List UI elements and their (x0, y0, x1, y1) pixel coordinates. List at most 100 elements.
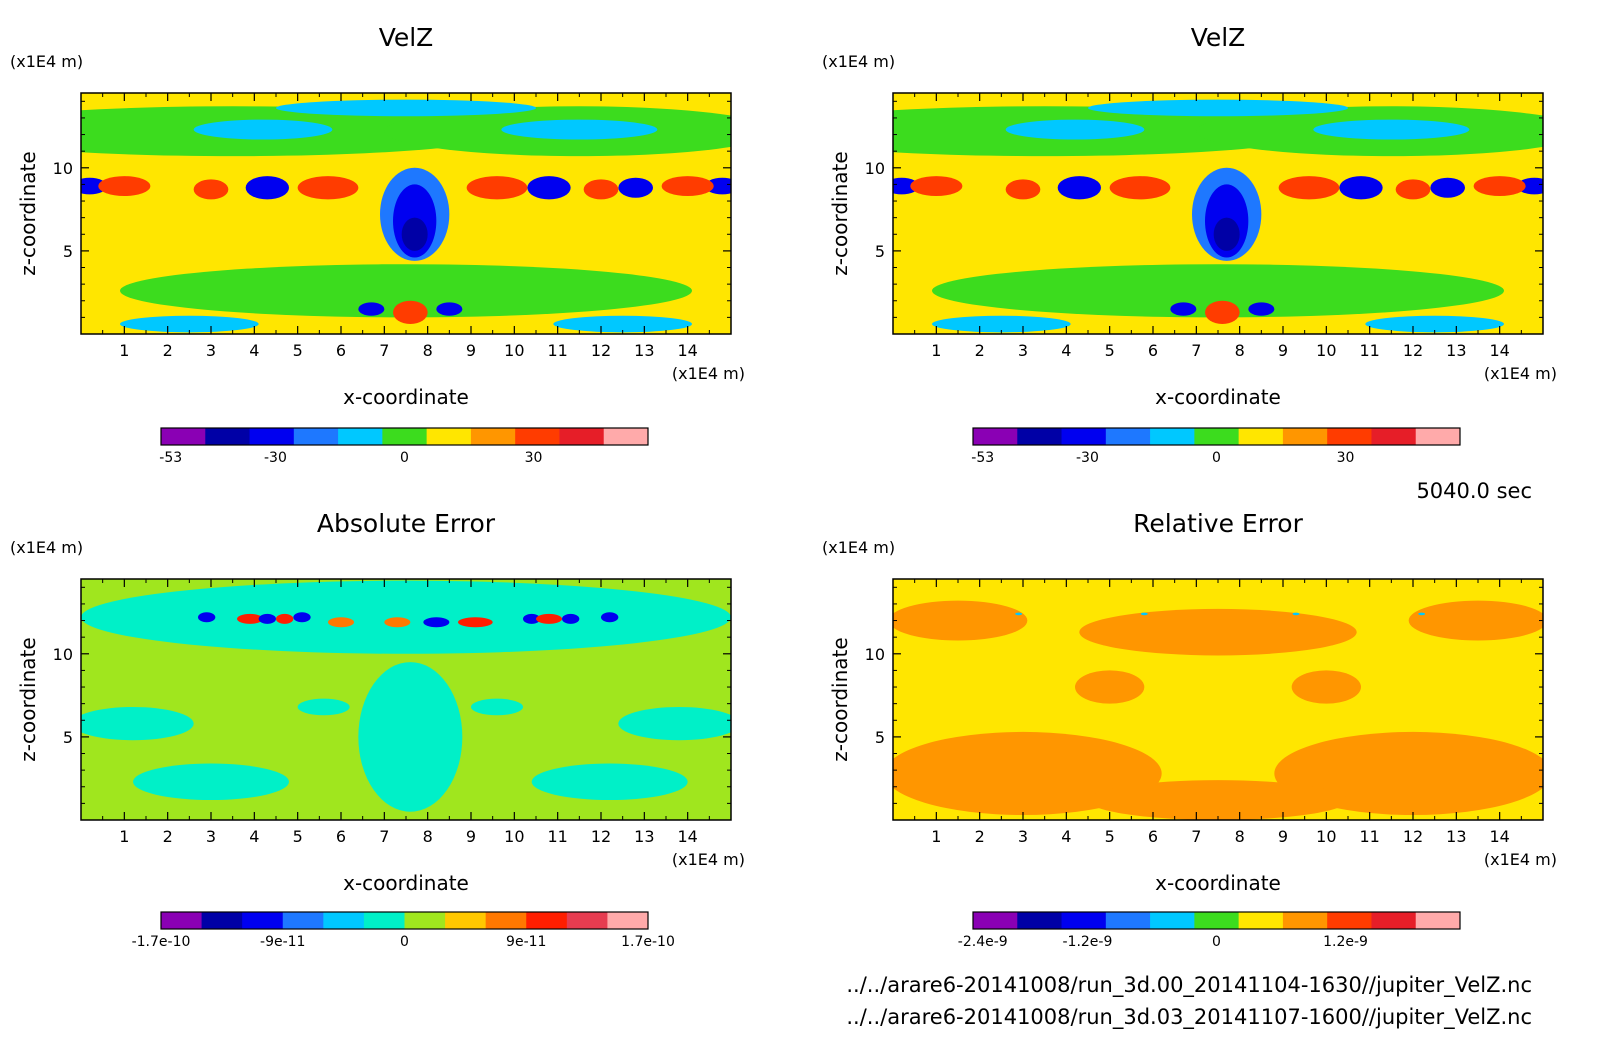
field-contour (120, 264, 692, 318)
x-tick-label: 7 (379, 827, 389, 846)
field-contour (1075, 670, 1145, 704)
field-contour (98, 176, 151, 197)
field-contour (1170, 302, 1197, 316)
colorbar-swatch (404, 912, 446, 929)
colorbar-tick-label: -2.4e-9 (958, 934, 1008, 950)
field-contour (893, 177, 919, 195)
colorbar-swatch (249, 428, 295, 445)
x-tick-label: 3 (206, 341, 216, 360)
y-axis-label: z-coordinate (828, 637, 852, 761)
colorbar-tick-label: -53 (971, 450, 994, 466)
field-contour (932, 264, 1504, 318)
x-tick-label: 14 (677, 341, 697, 360)
x-tick-label: 10 (504, 341, 524, 360)
x-tick-label: 9 (466, 341, 476, 360)
field-contour (358, 302, 385, 316)
field-contour (1088, 99, 1348, 117)
panel-title: VelZ (379, 23, 434, 52)
field-contour (932, 315, 1071, 333)
field-contour (1278, 176, 1340, 200)
colorbar-swatch (1061, 428, 1107, 445)
x-tick-label: 14 (1489, 827, 1509, 846)
x-tick-label: 13 (1446, 827, 1466, 846)
field-contour (81, 177, 107, 195)
colorbar-swatch (205, 428, 251, 445)
colorbar-swatch (242, 912, 284, 929)
colorbar-swatch (201, 912, 243, 929)
x-tick-label: 6 (336, 827, 346, 846)
x-tick-label: 2 (163, 827, 173, 846)
x-tick-label: 5 (293, 341, 303, 360)
footer-line-1: ../../arare6-20141008/run_3d.00_20141104… (846, 973, 1532, 998)
x-tick-label: 8 (1235, 341, 1245, 360)
field-contour (237, 613, 263, 624)
colorbar-tick-label: -1.7e-10 (132, 934, 191, 950)
x-tick-label: 5 (1105, 341, 1115, 360)
colorbar-swatch (559, 428, 605, 445)
y-tick-label: 5 (63, 728, 73, 747)
field-contour (1339, 176, 1383, 200)
colorbar-swatch (1415, 428, 1461, 445)
y-axis-label: z-coordinate (828, 151, 852, 275)
colorbar-swatch (1150, 428, 1195, 445)
field-contour (1213, 217, 1240, 251)
colorbar-tick-label: 30 (525, 450, 543, 466)
field-contour (523, 613, 541, 624)
field-contour (297, 698, 350, 716)
x-tick-label: 7 (379, 341, 389, 360)
x-tick-label: 13 (1446, 341, 1466, 360)
field-contour (1418, 612, 1426, 616)
field-contour (1057, 176, 1102, 200)
y-unit-label: (x1E4 m) (822, 52, 895, 71)
field-contour (1473, 176, 1526, 197)
x-tick-label: 14 (1489, 341, 1509, 360)
colorbar-swatch (1150, 912, 1195, 929)
field-contour (1015, 612, 1023, 616)
x-tick-label: 10 (1316, 827, 1336, 846)
field-contour (1248, 302, 1275, 316)
colorbar-swatch (1282, 912, 1328, 929)
field-contour (536, 613, 562, 624)
colorbar-tick-label: 1.7e-10 (621, 934, 675, 950)
x-tick-label: 7 (1191, 341, 1201, 360)
field-contour (1109, 176, 1171, 200)
field-contour (119, 315, 259, 333)
colorbar-swatch (607, 912, 649, 929)
field-contour (384, 617, 411, 628)
field-contour (1140, 612, 1148, 616)
field-contour (531, 763, 688, 801)
field-contour (245, 176, 289, 200)
field-plot (893, 93, 1543, 334)
colorbar-swatch (338, 428, 383, 445)
y-unit-label: (x1E4 m) (10, 52, 83, 71)
colorbar-tick-label: -9e-11 (260, 934, 305, 950)
x-tick-label: 4 (1061, 827, 1071, 846)
field-contour (501, 119, 658, 140)
x-tick-label: 12 (591, 827, 611, 846)
x-tick-label: 8 (1235, 827, 1245, 846)
colorbar-tick-label: -30 (1076, 450, 1099, 466)
panel-3: Absolute Error(x1E4 m)1 2 3 4 5 6 7 8 9 10 11 12 13 1… (10, 509, 745, 950)
colorbar-swatch (323, 912, 365, 929)
colorbar: -1.7e-10 -9e-11 0 9e-11 1.7e-10 (132, 911, 675, 950)
field-contour (1292, 612, 1300, 616)
panel-1: VelZ(x1E4 m)1 2 3 4 5 6 7 8 9 10 11 12 13 14510(x1E4 … (10, 23, 745, 466)
x-tick-label: 10 (1316, 341, 1336, 360)
x-tick-label: 6 (336, 341, 346, 360)
field-contour (1192, 677, 1244, 731)
colorbar-tick-label: 9e-11 (506, 934, 546, 950)
field-contour (436, 302, 463, 316)
x-tick-label: 11 (1359, 341, 1379, 360)
x-tick-label: 4 (249, 827, 259, 846)
field-contour (910, 176, 963, 197)
field-contour (258, 613, 277, 624)
colorbar-tick-label: 0 (400, 450, 409, 466)
x-axis-label: x-coordinate (1155, 385, 1281, 409)
x-tick-label: 1 (931, 827, 941, 846)
colorbar-swatch (1105, 912, 1151, 929)
field-contour (293, 612, 311, 623)
colorbar-swatch (363, 912, 405, 929)
x-tick-label: 2 (975, 827, 985, 846)
y-tick-label: 10 (865, 159, 885, 178)
x-tick-label: 11 (547, 827, 567, 846)
